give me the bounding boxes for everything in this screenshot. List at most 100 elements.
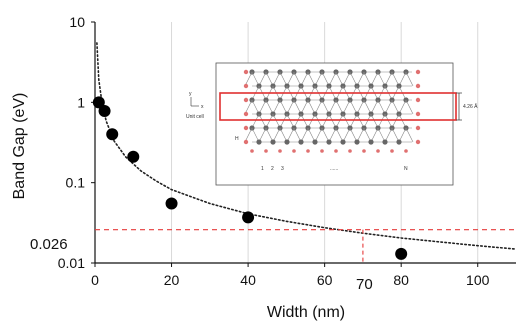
lattice-bond [384,99,393,115]
lattice-bond [335,127,344,143]
lattice-bond [328,127,337,143]
inset-h-label: H [235,136,239,142]
carbon-atom [249,125,255,131]
carbon-atom [326,139,332,145]
carbon-atom [389,125,395,131]
data-point [242,211,255,224]
edge-hydrogen-atom [334,149,338,153]
edge-hydrogen-atom [320,149,324,153]
edge-hydrogen-atom [348,149,352,153]
carbon-atom [382,139,388,145]
lattice-bond [286,127,295,143]
lattice-bond [251,99,260,115]
lattice-bond [391,71,400,87]
edge-hydrogen-atom [415,69,421,75]
lattice-bond [391,113,400,129]
carbon-atom [256,139,262,145]
lattice-bond [258,71,267,87]
carbon-atom [333,125,339,131]
lattice-bond [349,99,358,115]
data-point [98,105,111,118]
edge-hydrogen-atom [415,97,421,103]
lattice-bond [342,71,351,87]
lattice-bond [314,99,323,115]
lattice-bond [307,127,316,143]
lattice-bond [377,99,386,115]
fit-curve-layer [96,42,517,250]
lattice-bond [251,71,260,87]
x-tick-label: 20 [164,272,180,288]
lattice-bond [307,71,316,87]
lattice-bond [377,127,386,143]
lattice-bond [300,71,309,87]
lattice-bond [349,71,358,87]
lattice-bond [251,127,260,143]
edge-hydrogen-atom [376,149,380,153]
carbon-atom [270,139,276,145]
nanoribbon-lattice [243,69,421,153]
x-tick-label: 40 [240,272,256,288]
edge-hydrogen-atom [243,139,249,145]
inset-diagram: 4.26 Å y x Unit cell H 1 2 3 ...... N [186,62,478,186]
edge-hydrogen-atom [243,97,249,103]
edge-hydrogen-atom [250,149,254,153]
lattice-bond [377,113,386,129]
lattice-bond [321,127,330,143]
lattice-bond [314,71,323,87]
carbon-atom [375,125,381,131]
lattice-bond [349,127,358,143]
lattice-bond [398,99,407,115]
inset-end-label: N [404,166,408,172]
lattice-bond [293,113,302,129]
lattice-bond [405,71,414,87]
y-axis-title: Band Gap (eV) [11,93,28,200]
inset-width-label: 4.26 Å [463,103,478,110]
carbon-atom [368,139,374,145]
x-tick-label: 80 [393,272,409,288]
carbon-atom [354,139,360,145]
inset-unit-cell-label: Unit cell [186,114,204,120]
lattice-bond [321,71,330,87]
lattice-bond [251,113,260,129]
lattice-bond [279,99,288,115]
inset-index-1: 1 [261,166,264,172]
carbon-atom [277,125,283,131]
x-tick-label: 0 [91,272,99,288]
lattice-bond [363,99,372,115]
x-tick-label: 100 [466,272,490,288]
lattice-bond [279,113,288,129]
edge-hydrogen-atom [404,149,408,153]
edge-hydrogen-atom [390,149,394,153]
data-point [127,150,140,163]
carbon-atom [298,139,304,145]
inset-index-2: 2 [271,166,274,172]
carbon-atom [319,125,325,131]
carbon-atom [291,125,297,131]
lattice-bond [244,99,253,115]
edge-hydrogen-atom [306,149,310,153]
lattice-bond [391,127,400,143]
ticks-layer: 0 20 40 60 80 100 10 1 0.1 0.01 [58,14,490,288]
lattice-bond [265,71,274,87]
lattice-bond [391,99,400,115]
lattice-bond [384,113,393,129]
edge-hydrogen-atom [243,69,249,75]
edge-hydrogen-atom [243,83,249,89]
lattice-bond [363,113,372,129]
lattice-bond [279,71,288,87]
y-tick-label: 10 [69,14,85,30]
lattice-bond [342,113,351,129]
carbon-atom [361,125,367,131]
lattice-bond [363,127,372,143]
inset-frame [215,62,454,186]
lattice-bond [328,99,337,115]
lattice-bond [335,99,344,115]
reference-x-label: 70 [356,276,373,293]
lattice-bond [356,99,365,115]
lattice-bond [405,99,414,115]
lattice-bond [265,113,274,129]
lattice-bond [272,71,281,87]
x-tick-label: 60 [317,272,333,288]
edge-hydrogen-atom [243,125,249,131]
